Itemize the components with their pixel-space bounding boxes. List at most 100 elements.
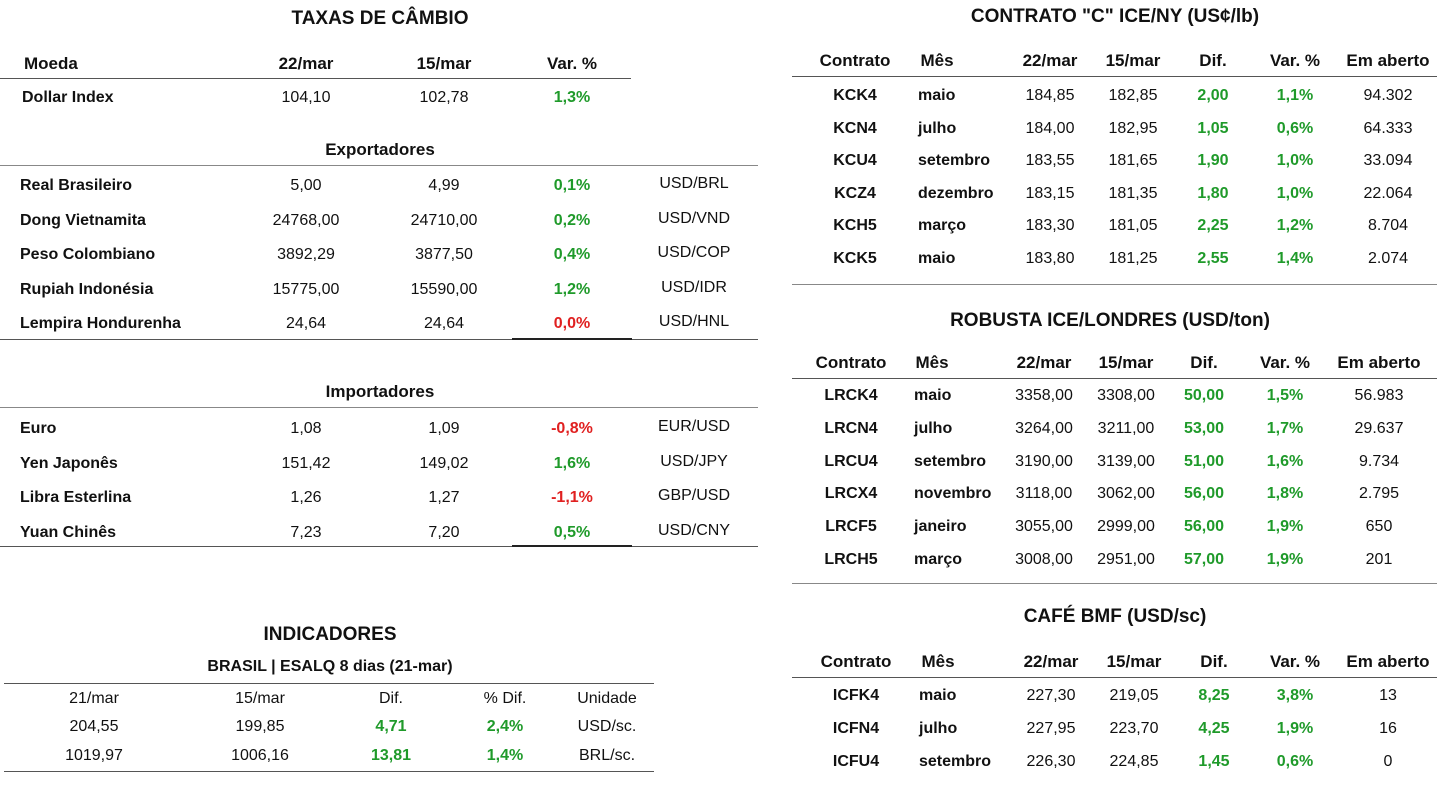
- contract-row: LRCF5 janeiro 3055,00 2999,00 56,00 1,9% 650: [0, 513, 1442, 541]
- contract-value-15mar: 182,85: [1108, 87, 1158, 104]
- contract-var: 1,6%: [1266, 452, 1304, 470]
- currency-value-15mar: 24710,00: [410, 211, 478, 229]
- contract-value-22mar: 226,30: [1026, 753, 1076, 770]
- contract-var: 3,8%: [1276, 687, 1314, 704]
- indicator-value-21mar: 1019,97: [65, 747, 123, 764]
- indicators-header-unit: Unidade: [577, 690, 637, 707]
- contract_c-bottom-divider: [792, 284, 1437, 285]
- currency-value-22mar: 24768,00: [272, 211, 340, 229]
- contract_c-header-row: Contrato Mês 22/mar 15/mar Dif. Var. % Em aber…: [0, 47, 1442, 75]
- contract-code: KCH5: [833, 217, 877, 234]
- contract-value-15mar: 2999,00: [1097, 518, 1155, 536]
- contract-dif: 4,25: [1198, 720, 1230, 737]
- header-var: Var. %: [1269, 51, 1321, 70]
- contract-value-22mar: 184,00: [1025, 119, 1075, 137]
- fx-dollar-index-name: Dollar Index: [22, 89, 114, 106]
- indicator-unit: BRL/sc.: [578, 747, 636, 764]
- contract-code: KCZ4: [834, 184, 876, 202]
- contract-open-interest: 13: [1379, 687, 1397, 704]
- header-mes: Mês: [920, 51, 954, 70]
- contract-value-15mar: 181,05: [1108, 217, 1158, 234]
- contract-code: LRCH5: [824, 551, 878, 568]
- currency-value-15mar: 4,99: [428, 177, 460, 194]
- fx-dollar-index-v1: 104,10: [281, 89, 331, 106]
- indicator-dif: 13,81: [370, 747, 412, 764]
- contract-month: maio: [918, 249, 956, 267]
- currency-row: Rupiah Indonésia 15775,00 15590,00 1,2% USD/…: [0, 276, 760, 304]
- contract-code: KCK4: [833, 87, 877, 104]
- currency-pair: GBP/USD: [657, 487, 731, 504]
- contract-value-22mar: 183,80: [1025, 249, 1075, 267]
- fx-exporters-var-underline: [512, 338, 632, 340]
- contract-row: KCK5 maio 183,80 181,25 2,55 1,4% 2.074: [0, 245, 1442, 273]
- contract-month: março: [914, 551, 963, 568]
- contract-value-15mar: 3308,00: [1097, 387, 1155, 404]
- contract-value-22mar: 227,95: [1026, 720, 1076, 737]
- contract-month: setembro: [918, 152, 991, 169]
- header-22mar: 22/mar: [1016, 353, 1072, 372]
- header-em-aberto: Em aberto: [1337, 353, 1421, 372]
- contract-open-interest: 0: [1383, 753, 1393, 770]
- fx-exporters-title: Exportadores: [325, 140, 435, 159]
- contract-value-22mar: 3264,00: [1015, 419, 1073, 437]
- contract-code: LRCU4: [824, 452, 878, 470]
- contract-value-15mar: 2951,00: [1097, 551, 1155, 568]
- contract-var: 0,6%: [1276, 119, 1314, 137]
- currency-var: -1,1%: [551, 489, 593, 506]
- contract-code: LRCF5: [825, 518, 877, 536]
- currency-pair: USD/VND: [657, 209, 731, 227]
- contract-open-interest: 650: [1365, 518, 1393, 536]
- currency-value-15mar: 15590,00: [410, 280, 478, 298]
- header-dif: Dif.: [1200, 652, 1228, 671]
- contract-var: 1,0%: [1276, 152, 1314, 169]
- contract-month: julho: [918, 119, 957, 137]
- currency-pair: USD/IDR: [661, 278, 727, 296]
- fx-header-divider: [0, 78, 631, 79]
- contract-dif: 50,00: [1183, 387, 1225, 404]
- indicators-header-d1: 21/mar: [69, 690, 119, 707]
- contract-code: KCN4: [833, 119, 877, 137]
- fx-exporters-divider: [0, 165, 758, 166]
- fx-header-var: Var. %: [546, 54, 598, 73]
- contract-code: KCU4: [833, 152, 877, 169]
- contract-row: LRCX4 novembro 3118,00 3062,00 56,00 1,8% 2.79…: [0, 480, 1442, 508]
- currency-value-15mar: 3877,50: [415, 246, 473, 263]
- contract-value-15mar: 181,65: [1108, 152, 1158, 169]
- robusta-bottom-divider: [792, 583, 1437, 584]
- header-22mar: 22/mar: [1023, 652, 1079, 671]
- contract-dif: 53,00: [1183, 419, 1225, 437]
- fx-dollar-index-v2: 102,78: [419, 89, 469, 106]
- currency-var: 0,4%: [553, 246, 591, 263]
- contract-value-22mar: 183,15: [1025, 184, 1075, 202]
- contract-dif: 51,00: [1183, 452, 1225, 470]
- currency-name: Yuan Chinês: [20, 523, 117, 541]
- contract-dif: 56,00: [1183, 518, 1225, 536]
- contract-row: ICFU4 setembro 226,30 224,85 1,45 0,6% 0: [0, 748, 1442, 776]
- contract-code: ICFU4: [832, 753, 880, 770]
- contract-c-title: CONTRATO "C" ICE/NY (US¢/lb): [970, 6, 1260, 27]
- contract-dif: 8,25: [1198, 687, 1230, 704]
- contract-dif: 2,55: [1197, 249, 1229, 267]
- contract-value-15mar: 181,35: [1108, 184, 1158, 202]
- indicators-header-d2: 15/mar: [235, 690, 285, 707]
- contract-code: KCK5: [833, 249, 877, 267]
- indicator-row: 1019,97 1006,16 13,81 1,4% BRL/sc.: [0, 742, 660, 770]
- contract-dif: 1,90: [1197, 152, 1229, 169]
- currency-value-15mar: 1,27: [428, 489, 460, 506]
- contract-open-interest: 29.637: [1354, 419, 1404, 437]
- contract-code: ICFN4: [832, 720, 880, 737]
- indicator-dif: 4,71: [375, 718, 407, 735]
- contract-month: maio: [918, 87, 956, 104]
- fx-header-d2: 15/mar: [416, 54, 472, 73]
- contract-open-interest: 8.704: [1367, 217, 1409, 234]
- header-15mar: 15/mar: [1105, 51, 1161, 70]
- currency-var: 1,6%: [553, 454, 591, 472]
- contract-var: 1,8%: [1266, 485, 1304, 503]
- indicator-value-15mar: 1006,16: [231, 747, 289, 764]
- contract-code: ICFK4: [832, 687, 880, 704]
- contract-month: julho: [919, 720, 958, 737]
- indicators-header-row: 21/mar 15/mar Dif. % Dif. Unidade: [0, 685, 660, 713]
- header-mes: Mês: [921, 652, 955, 671]
- robusta-header-row: Contrato Mês 22/mar 15/mar Dif. Var. % Em aber…: [0, 349, 1442, 377]
- contract-var: 1,4%: [1276, 249, 1314, 267]
